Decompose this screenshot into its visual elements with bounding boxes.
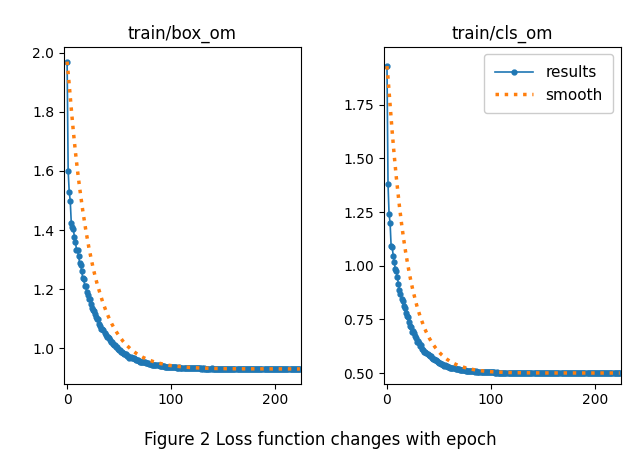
results: [111, 343, 119, 348]
results: [258, 366, 266, 372]
smooth: [225, 366, 233, 372]
Legend: results, smooth: results, smooth: [484, 54, 613, 113]
results: [577, 370, 585, 376]
results: [63, 59, 71, 65]
smooth: [447, 359, 455, 365]
smooth: [63, 59, 71, 65]
smooth: [111, 327, 119, 332]
smooth: [545, 370, 553, 376]
Line: results: results: [385, 64, 622, 375]
Text: Figure 2 Loss function changes with epoch: Figure 2 Loss function changes with epoc…: [144, 431, 496, 449]
results: [570, 370, 578, 376]
results: [431, 357, 438, 363]
results: [275, 366, 283, 372]
smooth: [616, 370, 623, 376]
Title: train/cls_om: train/cls_om: [452, 24, 553, 43]
smooth: [570, 370, 578, 376]
smooth: [568, 370, 576, 376]
Line: smooth: smooth: [387, 66, 620, 373]
results: [128, 355, 136, 360]
smooth: [128, 347, 136, 353]
results: [616, 370, 623, 376]
results: [447, 365, 455, 371]
results: [225, 366, 233, 372]
Line: smooth: smooth: [67, 62, 300, 369]
smooth: [258, 366, 266, 372]
smooth: [614, 370, 621, 376]
results: [248, 366, 256, 372]
smooth: [383, 63, 391, 69]
smooth: [577, 370, 585, 376]
results: [593, 370, 601, 376]
results: [296, 366, 304, 372]
smooth: [250, 366, 258, 372]
results: [545, 370, 553, 376]
smooth: [296, 366, 304, 372]
results: [568, 370, 576, 376]
Line: results: results: [65, 59, 302, 372]
results: [250, 366, 258, 372]
Title: train/box_om: train/box_om: [128, 24, 237, 43]
results: [383, 63, 391, 69]
smooth: [248, 366, 256, 372]
smooth: [431, 344, 438, 350]
